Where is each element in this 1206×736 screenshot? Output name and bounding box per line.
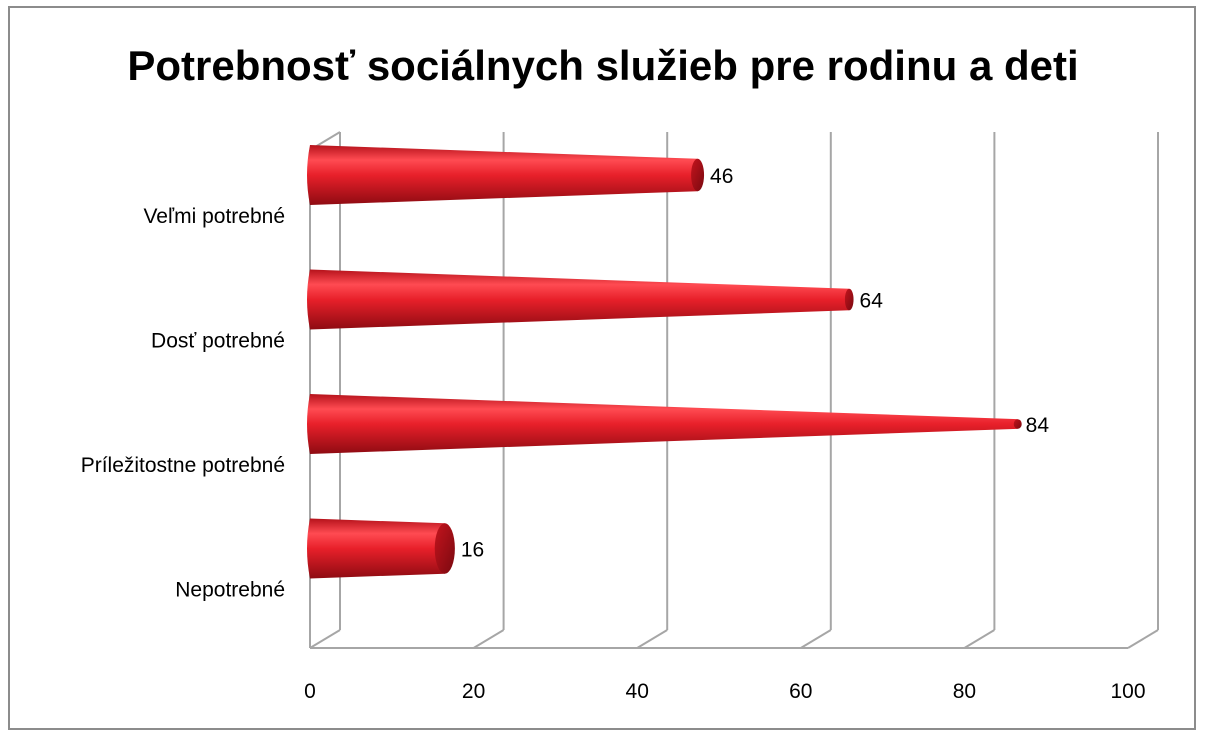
bar-3 [307,518,455,579]
x-tick-label: 20 [462,680,485,703]
floor-gridline [473,629,505,649]
category-label: Nepotrebné [175,579,285,602]
floor-gridline [963,629,995,649]
bar-body [307,145,698,205]
category-label: Príležitostne potrebné [81,454,285,477]
bar-cap [844,288,854,311]
bar-body [307,269,850,330]
x-tick-label: 40 [626,680,649,703]
x-tick-label: 60 [789,680,812,703]
bar-body [307,518,445,579]
bar-cap [434,523,455,574]
category-label: Veľmi potrebné [143,205,285,228]
floor-gridline [1127,629,1159,649]
x-tick-label: 0 [304,680,316,703]
bar-cap [691,158,705,192]
chart-title: Potrebnosť sociálnych služieb pre rodinu… [127,42,1079,89]
bar-0 [307,145,705,205]
x-tick-label: 100 [1110,680,1145,703]
data-label: 84 [1026,414,1050,437]
bar-cap [1013,419,1022,429]
chart-frame [8,6,1196,730]
floor-gridline [636,629,668,649]
data-label: 64 [860,290,884,313]
data-label: 46 [710,165,733,188]
bar-1 [307,269,854,330]
bar-body [307,394,1018,454]
bars [307,145,1022,579]
floor-gridline [800,629,832,649]
labels: 0 20 40 60 80 100 46 Veľmi potrebné 64 Dosť potre… [81,165,1146,703]
bar-2 [307,394,1022,454]
x-tick-label: 80 [953,680,976,703]
category-label: Dosť potrebné [151,330,285,353]
data-label: 16 [461,539,484,562]
floor-gridline [309,629,341,649]
